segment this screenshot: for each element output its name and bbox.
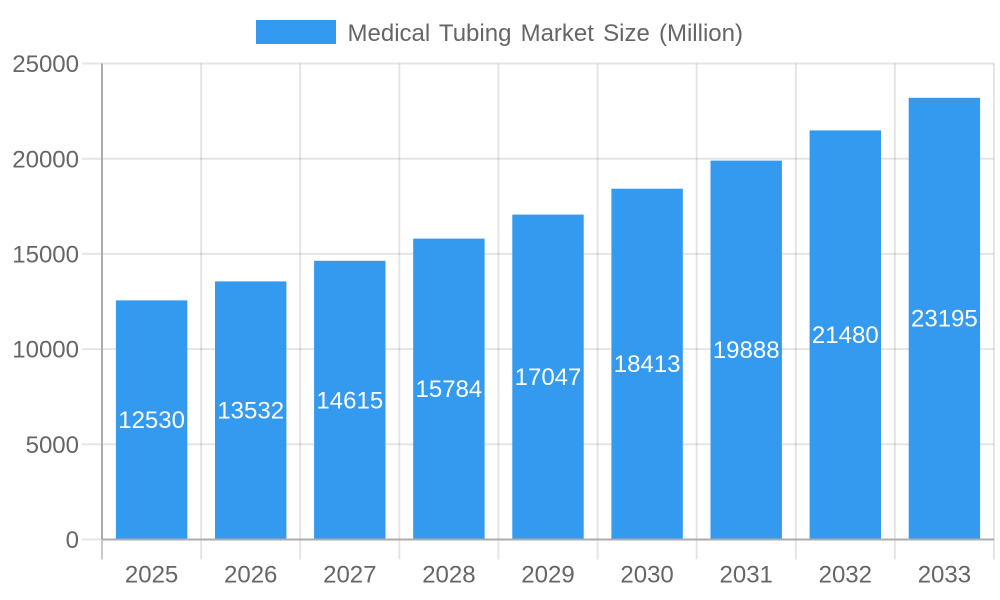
svg-text:2026: 2026: [224, 562, 277, 589]
svg-text:2030: 2030: [620, 562, 673, 589]
svg-text:5000: 5000: [26, 432, 79, 459]
svg-text:20000: 20000: [12, 146, 79, 173]
svg-text:Medical Tubing Market Size (Mi: Medical Tubing Market Size (Million): [348, 20, 743, 47]
svg-text:25000: 25000: [12, 51, 79, 78]
svg-text:2031: 2031: [720, 562, 773, 589]
svg-text:15000: 15000: [12, 242, 79, 269]
svg-text:13532: 13532: [217, 398, 284, 425]
svg-text:10000: 10000: [12, 337, 79, 364]
svg-text:23195: 23195: [911, 306, 978, 333]
svg-text:2032: 2032: [819, 562, 872, 589]
svg-text:0: 0: [66, 527, 79, 554]
svg-text:18413: 18413: [614, 351, 681, 378]
svg-text:21480: 21480: [812, 322, 879, 349]
svg-text:12530: 12530: [118, 407, 185, 434]
svg-text:2028: 2028: [422, 562, 475, 589]
svg-text:2033: 2033: [918, 562, 971, 589]
svg-text:2027: 2027: [323, 562, 376, 589]
svg-text:17047: 17047: [515, 364, 582, 391]
svg-text:2029: 2029: [521, 562, 574, 589]
svg-text:2025: 2025: [125, 562, 178, 589]
svg-text:19888: 19888: [713, 337, 780, 364]
svg-text:15784: 15784: [416, 376, 483, 403]
svg-text:14615: 14615: [316, 387, 383, 414]
